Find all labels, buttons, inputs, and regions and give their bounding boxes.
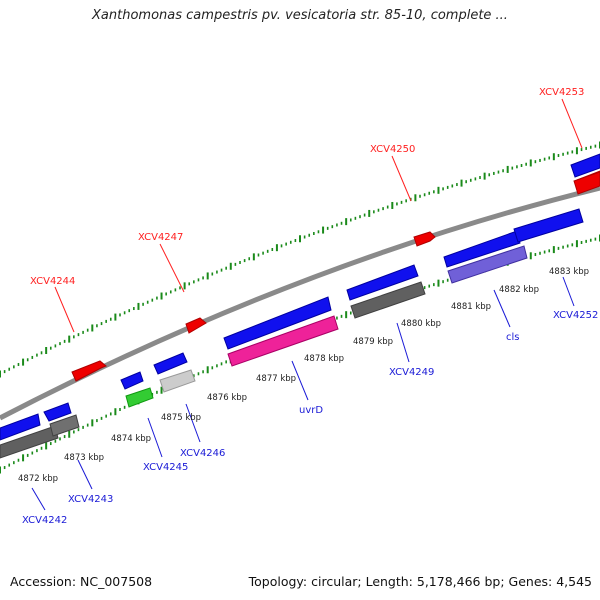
kbp-label-4878: 4878 kbp (304, 354, 344, 364)
genome-summary-text: Topology: circular; Length: 5,178,466 bp… (248, 574, 592, 589)
kbp-label-4875: 4875 kbp (161, 413, 201, 423)
gene-label-xcv4252[interactable]: XCV4252 (553, 310, 598, 321)
gene-feature-xcv4246[interactable] (153, 352, 188, 375)
cds-bar-xcv4243[interactable] (49, 414, 80, 437)
gene-feature-uvrD[interactable] (223, 296, 332, 350)
forward-genes (71, 170, 600, 382)
gene-feature-xcv4243[interactable] (43, 402, 72, 422)
kbp-labels: 4872 kbp 4873 kbp 4874 kbp 4875 kbp 4876… (18, 267, 589, 484)
cds-bar-xcv4246[interactable] (159, 369, 196, 393)
gene-label-uvrD[interactable]: uvrD (299, 405, 323, 416)
gene-label-xcv4242[interactable]: XCV4242 (22, 515, 67, 526)
inner-tick-track (0, 234, 600, 474)
gene-feature-xcv4250[interactable] (413, 231, 436, 247)
outer-tick-track (0, 141, 600, 378)
gene-label-xcv4246[interactable]: XCV4246 (180, 448, 225, 459)
kbp-label-4872: 4872 kbp (18, 474, 58, 484)
kbp-label-4881: 4881 kbp (451, 302, 491, 312)
gene-feature-xcv4244[interactable] (71, 360, 107, 382)
kbp-label-4874: 4874 kbp (111, 434, 151, 444)
gene-label-xcv4243[interactable]: XCV4243 (68, 494, 113, 505)
gene-label-xcv4250[interactable]: XCV4250 (370, 144, 415, 155)
gene-feature-cls[interactable] (443, 230, 521, 268)
gene-label-xcv4253[interactable]: XCV4253 (539, 87, 584, 98)
cds-bar-xcv4253[interactable] (573, 171, 600, 195)
kbp-label-4880: 4880 kbp (401, 319, 441, 329)
gene-feature-xcv4242[interactable] (0, 413, 41, 441)
kbp-label-4877: 4877 kbp (256, 374, 296, 384)
gene-label-xcv4249[interactable]: XCV4249 (389, 367, 434, 378)
kbp-label-4883: 4883 kbp (549, 267, 589, 277)
gene-label-xcv4244[interactable]: XCV4244 (30, 276, 75, 287)
cds-bar-xcv4242[interactable] (0, 425, 59, 459)
gene-label-xcv4247[interactable]: XCV4247 (138, 232, 183, 243)
kbp-label-4882: 4882 kbp (499, 285, 539, 295)
gene-label-cls[interactable]: cls (506, 332, 520, 343)
reverse-genes-blue (0, 153, 600, 441)
cds-bar-cls[interactable] (447, 245, 528, 284)
cds-bar-xcv4245[interactable] (125, 387, 154, 408)
map-title: Xanthomonas campestris pv. vesicatoria s… (92, 8, 508, 23)
kbp-label-4879: 4879 kbp (353, 337, 393, 347)
gene-labels: XCV4244 XCV4247 XCV4250 XCV4253 XCV4242 … (22, 87, 598, 526)
gene-feature-xcv4252[interactable] (570, 153, 600, 178)
gene-feature-xcv4251[interactable] (513, 208, 584, 243)
gene-label-xcv4245[interactable]: XCV4245 (143, 462, 188, 473)
gene-feature-xcv4249[interactable] (346, 264, 419, 301)
kbp-label-4876: 4876 kbp (207, 393, 247, 403)
cds-bar-xcv4249[interactable] (350, 281, 426, 319)
cds-bar-uvrD[interactable] (227, 315, 339, 367)
gene-feature-xcv4247[interactable] (185, 317, 207, 334)
genome-backbone (0, 185, 600, 421)
accession-text: Accession: NC_007508 (10, 574, 153, 589)
kbp-label-4873: 4873 kbp (64, 453, 104, 463)
leader-lines (31, 98, 583, 511)
gene-feature-xcv4245[interactable] (120, 371, 144, 390)
cds-bars (0, 171, 600, 459)
